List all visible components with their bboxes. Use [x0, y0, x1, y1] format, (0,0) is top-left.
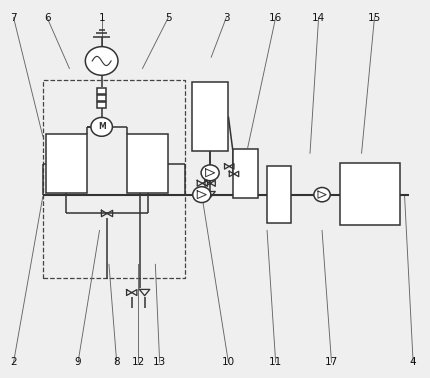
Bar — [97, 95, 106, 101]
Text: 6: 6 — [44, 12, 50, 23]
Text: 3: 3 — [222, 12, 229, 23]
Text: M: M — [98, 122, 105, 132]
Bar — [232, 149, 258, 198]
Text: 11: 11 — [268, 357, 282, 367]
Text: 13: 13 — [153, 357, 166, 367]
Circle shape — [91, 118, 112, 136]
Text: 16: 16 — [268, 12, 282, 23]
Text: 14: 14 — [311, 12, 325, 23]
Text: 1: 1 — [98, 12, 105, 23]
Text: 4: 4 — [409, 357, 415, 367]
Circle shape — [313, 187, 329, 202]
Text: 10: 10 — [221, 357, 234, 367]
Text: 9: 9 — [74, 357, 81, 367]
Bar — [46, 135, 86, 193]
Text: 12: 12 — [131, 357, 144, 367]
Text: 15: 15 — [367, 12, 380, 23]
Text: 7: 7 — [10, 12, 17, 23]
Bar — [191, 82, 228, 151]
Bar — [339, 163, 399, 225]
Circle shape — [85, 46, 118, 75]
Text: 8: 8 — [113, 357, 120, 367]
Circle shape — [201, 165, 218, 181]
Text: 17: 17 — [324, 357, 338, 367]
Circle shape — [192, 187, 210, 203]
Bar — [267, 166, 290, 223]
Text: 2: 2 — [10, 357, 17, 367]
Bar — [127, 135, 168, 193]
Bar — [97, 102, 106, 108]
Text: 5: 5 — [165, 12, 171, 23]
Bar — [97, 88, 106, 94]
